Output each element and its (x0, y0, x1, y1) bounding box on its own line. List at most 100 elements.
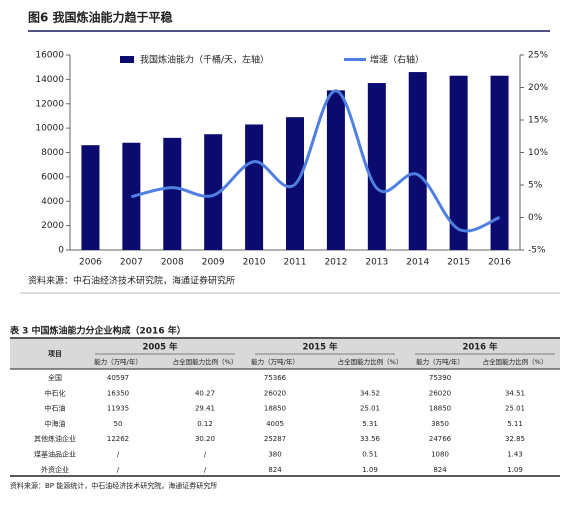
table-cell: 中海油 (45, 419, 66, 428)
x-tick-label: 2008 (161, 258, 184, 268)
table-cell: 380 (268, 451, 281, 459)
table-cell: 4005 (266, 420, 284, 428)
legend-label: 增速（右轴） (370, 54, 424, 66)
table-cell: / (117, 451, 120, 459)
table-header: 项目 (48, 349, 62, 358)
x-tick-label: 2015 (447, 258, 470, 268)
x-tick-label: 2007 (120, 258, 143, 268)
figure-title: 图6 我国炼油能力趋于平稳 (28, 10, 173, 25)
table-cell: 50 (114, 420, 123, 428)
table-cell: 75390 (429, 374, 451, 382)
table-cell: / (204, 451, 207, 459)
table-subheader: 占全国能力比例（%） (173, 357, 238, 366)
x-tick-label: 2014 (406, 258, 429, 268)
table-cell: 25.01 (505, 405, 525, 413)
table-year: 2015 年 (302, 342, 338, 353)
y2-tick-label: 10% (528, 148, 548, 158)
x-tick-label: 2006 (79, 258, 102, 268)
table-cell: 33.56 (360, 435, 381, 443)
table-cell: 24766 (429, 435, 452, 443)
table-cell: 5.31 (362, 420, 378, 428)
table-cell: 34.51 (505, 389, 525, 397)
y-tick-label: 10000 (35, 124, 64, 134)
table-subheader: 占全国能力比例（%） (483, 357, 548, 366)
table-cell: 11935 (107, 405, 129, 413)
table-cell: 0.51 (362, 451, 378, 459)
table-cell: 0.12 (197, 420, 213, 428)
y2-tick-label: -5% (528, 246, 546, 256)
table-cell: 1.09 (362, 466, 378, 474)
table-cell: 3850 (431, 420, 449, 428)
table-cell: 5.11 (507, 420, 523, 428)
table-cell: 外资企业 (41, 465, 69, 474)
table-cell: 25.01 (360, 405, 380, 413)
x-tick-label: 2016 (488, 258, 511, 268)
y-tick-label: 16000 (35, 51, 64, 61)
y2-tick-label: 20% (528, 83, 548, 93)
bar (490, 75, 509, 250)
bar (163, 137, 182, 250)
table-cell: 1.09 (507, 466, 523, 474)
x-tick-label: 2009 (202, 258, 225, 268)
table-subheader: 能力（万吨/年） (94, 357, 142, 366)
table-cell: 煤基油品企业 (34, 450, 76, 459)
y2-tick-label: 15% (528, 116, 548, 126)
table-cell: 26020 (264, 389, 286, 397)
bar (367, 83, 386, 250)
table-cell: / (117, 466, 120, 474)
bar (326, 90, 345, 250)
table-cell: 26020 (429, 389, 451, 397)
table-subheader: 能力（万吨/年） (251, 357, 299, 366)
table-subheader: 能力（万吨/年） (416, 357, 464, 366)
table-cell: 18850 (264, 405, 286, 413)
table-cell: 18850 (429, 405, 451, 413)
table-cell: 1080 (431, 451, 449, 459)
table-cell: 29.41 (195, 405, 215, 413)
bar (245, 124, 264, 250)
table-title: 表 3 中国炼油能力分企业构成（2016 年） (9, 325, 186, 337)
table-cell: 30.20 (195, 435, 215, 443)
line (131, 89, 501, 233)
table-cell: 824 (433, 466, 447, 474)
table-source: 资料来源：BP 能源统计，中石油经济技术研究院，海通证券研究所 (10, 481, 217, 490)
table-cell: 其他炼油企业 (34, 434, 76, 443)
table-cell: 34.52 (360, 389, 380, 397)
x-tick-label: 2012 (324, 258, 347, 268)
table-year: 2016 年 (462, 342, 498, 353)
bar (408, 72, 427, 250)
y-tick-label: 2000 (41, 221, 64, 231)
bar (81, 145, 100, 250)
table-cell: 全国 (48, 373, 62, 382)
table-subheader: 占全国能力比例（%） (338, 357, 403, 366)
y-tick-label: 4000 (41, 197, 64, 207)
table-cell: 中石油 (45, 404, 66, 413)
figure-source: 资料来源：中石油经济技术研究院，海通证券研究所 (28, 275, 235, 287)
y-tick-label: 0 (58, 246, 64, 256)
x-tick-label: 2011 (284, 258, 307, 268)
y2-tick-label: 5% (528, 181, 543, 191)
table-cell: 1.43 (507, 451, 523, 459)
x-tick-label: 2013 (365, 258, 388, 268)
table-cell: 40.27 (195, 389, 215, 397)
y2-tick-label: 25% (528, 51, 548, 61)
y2-tick-label: 0% (528, 213, 543, 223)
y-tick-label: 14000 (35, 75, 64, 85)
y-tick-label: 12000 (35, 99, 64, 109)
bar (449, 75, 468, 250)
table-cell: 12262 (107, 435, 129, 443)
y-tick-label: 8000 (41, 148, 64, 158)
legend-label: 我国炼油能力（千桶/天，左轴） (140, 54, 269, 66)
table-cell: 25287 (264, 435, 286, 443)
table-cell: 中石化 (45, 388, 66, 397)
bar (204, 134, 223, 250)
legend-swatch (120, 56, 134, 63)
x-tick-label: 2010 (243, 258, 266, 268)
table-cell: 32.85 (505, 435, 525, 443)
table-cell: 40597 (107, 374, 129, 382)
table-year: 2005 年 (142, 342, 178, 353)
table-cell: 75366 (264, 374, 287, 382)
table-cell: 16350 (107, 389, 129, 397)
table-cell: 824 (268, 466, 282, 474)
table-cell: / (204, 466, 207, 474)
